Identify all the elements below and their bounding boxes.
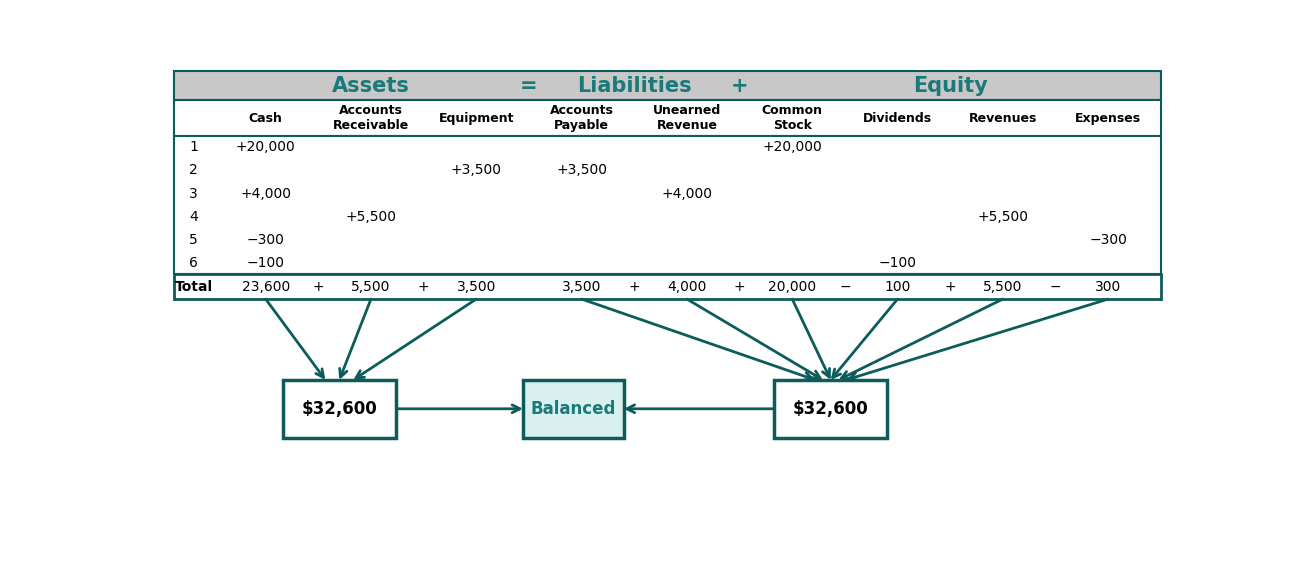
Text: $32,600: $32,600 <box>302 400 377 418</box>
Text: Unearned
Revenue: Unearned Revenue <box>653 104 721 132</box>
Text: −: − <box>1050 280 1062 293</box>
Text: 3: 3 <box>189 187 198 201</box>
Text: 300: 300 <box>1095 280 1121 293</box>
Text: 20,000: 20,000 <box>768 280 816 293</box>
Text: +3,500: +3,500 <box>450 164 502 177</box>
Text: Accounts
Receivable: Accounts Receivable <box>333 104 409 132</box>
Text: 3,500: 3,500 <box>562 280 601 293</box>
Text: +4,000: +4,000 <box>661 187 713 201</box>
Text: 4: 4 <box>189 210 198 224</box>
Text: −100: −100 <box>878 256 916 270</box>
Text: −100: −100 <box>247 256 285 270</box>
Text: +5,500: +5,500 <box>977 210 1028 224</box>
Text: +: + <box>312 280 324 293</box>
Text: $32,600: $32,600 <box>792 400 869 418</box>
Text: Common
Stock: Common Stock <box>761 104 822 132</box>
Text: +20,000: +20,000 <box>235 140 295 154</box>
Text: 5,500: 5,500 <box>984 280 1023 293</box>
Text: +: + <box>628 280 640 293</box>
Text: Revenues: Revenues <box>969 111 1037 125</box>
Text: 100: 100 <box>885 280 911 293</box>
Text: +3,500: +3,500 <box>556 164 608 177</box>
Bar <box>174 100 1160 136</box>
Text: +: + <box>418 280 429 293</box>
Bar <box>174 71 1160 100</box>
Text: −300: −300 <box>247 233 285 246</box>
Bar <box>174 274 1160 299</box>
Text: +: + <box>945 280 956 293</box>
Text: Equity: Equity <box>913 76 987 96</box>
Text: Accounts
Payable: Accounts Payable <box>549 104 614 132</box>
Text: +: + <box>734 280 745 293</box>
Text: +4,000: +4,000 <box>241 187 291 201</box>
Text: −: − <box>839 280 851 293</box>
Bar <box>174 136 1160 274</box>
Text: +20,000: +20,000 <box>762 140 822 154</box>
Text: Total: Total <box>174 280 212 293</box>
Text: +: + <box>731 76 748 96</box>
Text: Assets: Assets <box>332 76 410 96</box>
Text: 2: 2 <box>189 164 198 177</box>
Text: 23,600: 23,600 <box>242 280 290 293</box>
Text: Expenses: Expenses <box>1075 111 1141 125</box>
Text: +5,500: +5,500 <box>346 210 397 224</box>
Text: 5: 5 <box>189 233 198 246</box>
Text: 4,000: 4,000 <box>667 280 706 293</box>
Text: 3,500: 3,500 <box>457 280 496 293</box>
Bar <box>774 380 887 438</box>
Bar <box>523 380 623 438</box>
Text: Liabilities: Liabilities <box>576 76 692 96</box>
Text: −300: −300 <box>1089 233 1127 246</box>
Text: 1: 1 <box>189 140 198 154</box>
Bar <box>284 380 396 438</box>
Text: Cash: Cash <box>248 111 282 125</box>
Text: =: = <box>520 76 537 96</box>
Text: Dividends: Dividends <box>863 111 932 125</box>
Text: Equipment: Equipment <box>438 111 514 125</box>
Text: 6: 6 <box>189 256 198 270</box>
Text: 5,500: 5,500 <box>351 280 390 293</box>
Text: Balanced: Balanced <box>531 400 617 418</box>
